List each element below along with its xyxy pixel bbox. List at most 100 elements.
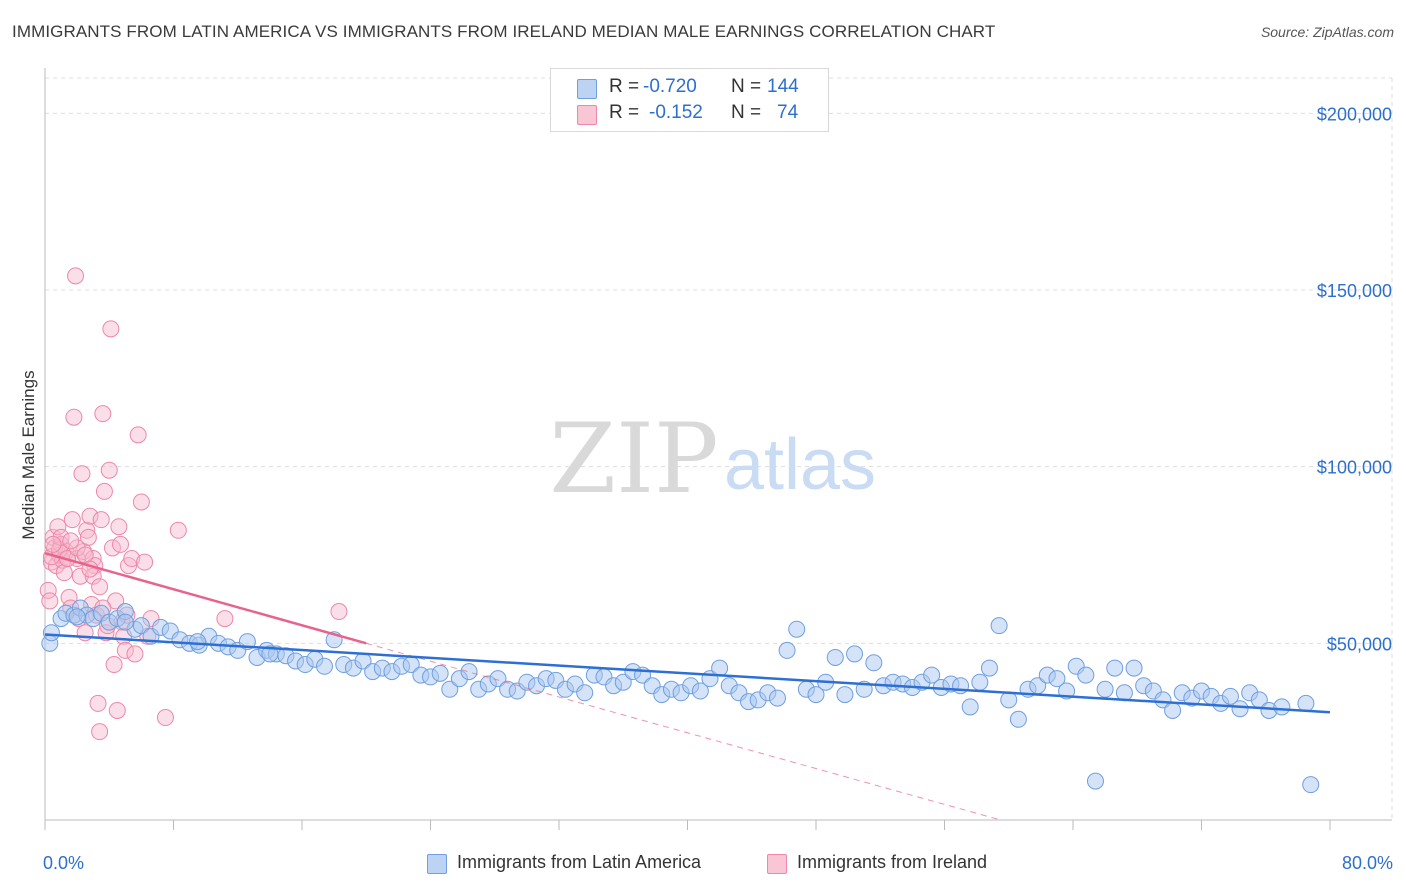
y-axis-label: Median Male Earnings	[19, 370, 38, 539]
y-tick-label: $50,000	[1327, 634, 1392, 654]
legend-r-label: R =	[609, 102, 640, 123]
legend-swatch-pink	[577, 105, 597, 125]
ireland-point	[79, 528, 97, 546]
latin-america-point	[826, 648, 844, 666]
latin-america-point	[132, 617, 150, 635]
ireland-point	[49, 518, 67, 536]
ireland-trend-extended	[366, 642, 1001, 821]
x-tick-label: 80.0%	[1342, 853, 1393, 873]
latin-america-point	[460, 663, 478, 681]
ireland-point	[100, 461, 118, 479]
ireland-point	[39, 581, 57, 599]
chart-title: IMMIGRANTS FROM LATIN AMERICA VS IMMIGRA…	[12, 22, 996, 41]
bottom-legend-label: Immigrants from Ireland	[797, 852, 988, 872]
ireland-point	[105, 656, 123, 674]
axis-labels: $50,000 $100,000 $150,000 $200,000 0.0% 80.0%…	[19, 104, 1393, 873]
ireland-point	[91, 723, 109, 741]
latin-america-point	[778, 641, 796, 659]
latin-america-point	[315, 657, 333, 675]
latin-america-point	[614, 673, 632, 691]
latin-america-point	[768, 689, 786, 707]
bottom-legend-swatch-blue	[427, 854, 447, 874]
watermark: ZIP atlas	[549, 403, 876, 515]
latin-america-point	[1096, 680, 1114, 698]
legend-n-label: N =	[731, 76, 762, 97]
ireland-point	[76, 546, 94, 564]
legend-swatch-blue	[577, 79, 597, 99]
grid	[45, 77, 1393, 820]
ireland-point	[55, 564, 73, 582]
bottom-legend-label: Immigrants from Latin America	[457, 852, 702, 872]
ireland-point	[73, 465, 91, 483]
ireland-point	[41, 592, 59, 610]
ireland-point	[67, 267, 85, 285]
bottom-legend-swatch-pink	[767, 854, 787, 874]
ireland-point	[216, 610, 234, 628]
ireland-point	[81, 507, 99, 525]
ireland-point	[116, 641, 134, 659]
source-label: Source: ZipAtlas.com	[1260, 24, 1394, 40]
ireland-point	[126, 645, 144, 663]
legend-n-label: N =	[731, 102, 762, 123]
ireland-trend-line	[44, 552, 367, 645]
latin-america-point	[865, 654, 883, 672]
latin-america-point	[441, 680, 459, 698]
watermark-atlas: atlas	[724, 425, 876, 505]
ireland-point	[92, 511, 110, 529]
legend-r-value: -0.720	[643, 76, 697, 97]
axes	[44, 68, 1392, 830]
ireland-point	[123, 550, 141, 568]
latin-america-point	[1106, 659, 1124, 677]
legend-n-value: 74	[777, 102, 799, 123]
latin-america-point	[1302, 776, 1320, 794]
latin-america-point	[1164, 701, 1182, 719]
latin-america-trend-line	[44, 633, 1331, 714]
ireland-point	[44, 535, 62, 553]
latin-america-point	[116, 613, 134, 631]
series-ireland-points	[39, 267, 348, 741]
latin-america-point	[691, 682, 709, 700]
series-latin-america-points	[41, 599, 1320, 794]
ireland-point	[132, 493, 150, 511]
y-tick-label: $200,000	[1317, 104, 1392, 124]
legend-r-value: -0.152	[649, 102, 703, 123]
ireland-point	[60, 588, 78, 606]
latin-america-point	[1297, 694, 1315, 712]
latin-america-point	[1221, 687, 1239, 705]
latin-america-point	[923, 666, 941, 684]
legend-r-label: R =	[609, 76, 640, 97]
latin-america-point	[1154, 691, 1172, 709]
latin-america-point	[42, 624, 60, 642]
latin-america-point	[1125, 659, 1143, 677]
ireland-point	[169, 521, 187, 539]
latin-america-point	[431, 664, 449, 682]
legend-n-value: 144	[767, 76, 799, 97]
ireland-point	[91, 578, 109, 596]
ireland-point	[156, 709, 174, 727]
x-tick-label: 0.0%	[43, 853, 84, 873]
latin-america-point	[189, 633, 207, 651]
ireland-point	[78, 521, 96, 539]
ireland-point	[107, 592, 125, 610]
trend-lines	[44, 552, 1331, 821]
latin-america-point	[1231, 700, 1249, 718]
ireland-point	[110, 518, 128, 536]
ireland-point	[71, 567, 89, 585]
latin-america-point	[836, 686, 854, 704]
latin-america-point	[971, 673, 989, 691]
y-tick-label: $100,000	[1317, 458, 1392, 478]
latin-america-point	[68, 608, 86, 626]
latin-america-point	[261, 645, 279, 663]
ireland-point	[111, 535, 129, 553]
latin-america-point	[788, 620, 806, 638]
latin-america-point	[1273, 698, 1291, 716]
y-tick-label: $150,000	[1317, 281, 1392, 301]
latin-america-point	[961, 698, 979, 716]
latin-america-point	[1086, 772, 1104, 790]
ireland-point	[129, 426, 147, 444]
watermark-zip: ZIP	[549, 403, 718, 515]
latin-america-point	[1048, 670, 1066, 688]
ireland-point	[330, 603, 348, 621]
ireland-point	[94, 405, 112, 423]
latin-america-point	[711, 659, 729, 677]
